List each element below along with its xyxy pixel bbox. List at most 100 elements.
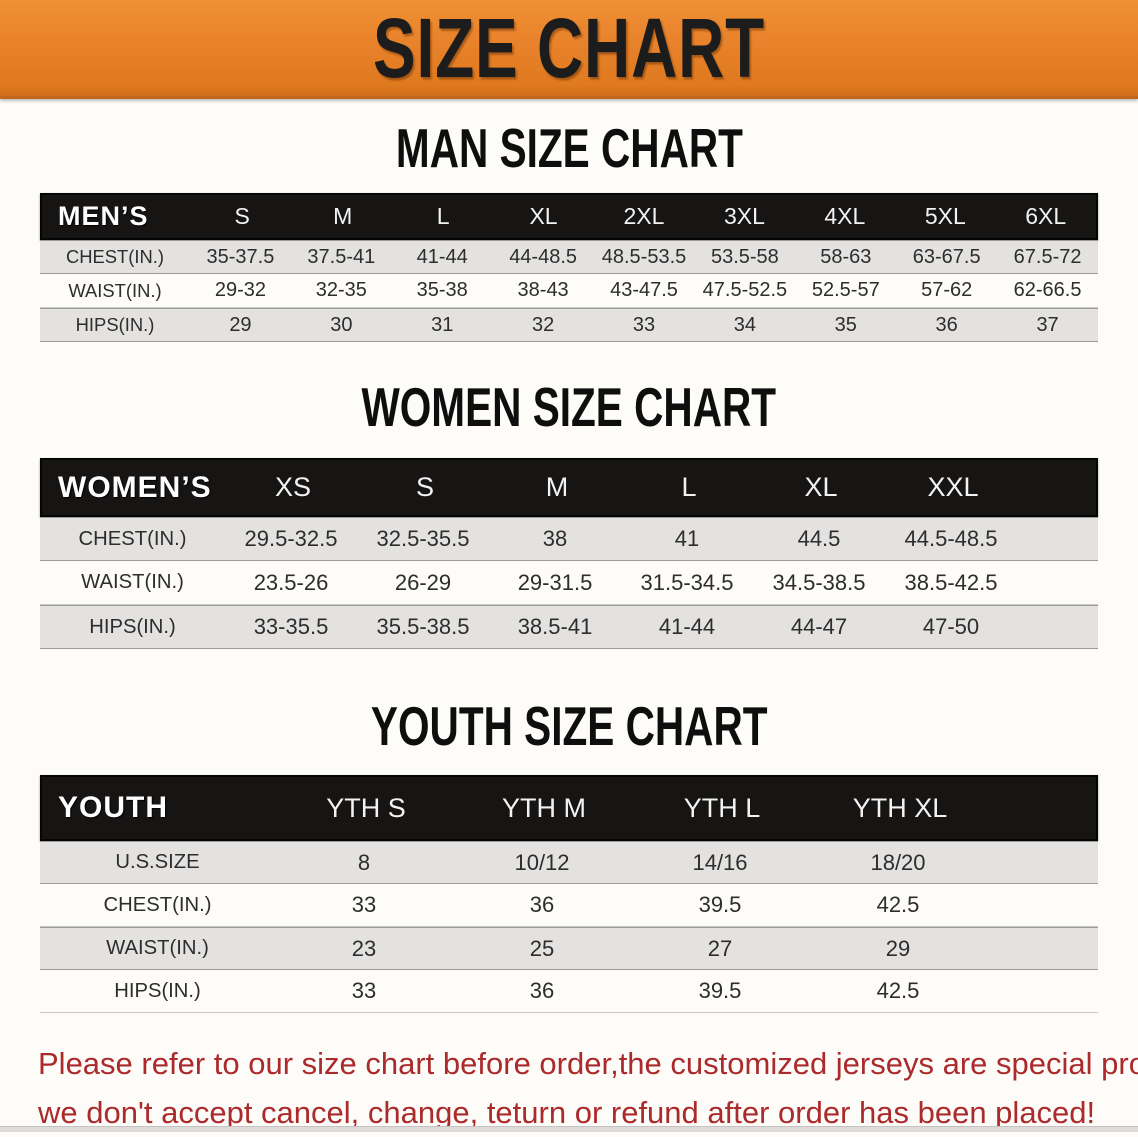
- men-column-header-8: 6XL: [1025, 203, 1067, 229]
- men-column-header-4: 2XL: [623, 203, 665, 229]
- men-cell-0-7: 63-67.5: [912, 245, 981, 268]
- men-table-header: MEN’S S M L XL 2XL 3XL 4XL 5XL 6XL: [40, 193, 1098, 240]
- men-cell-0-1: 37.5-41: [307, 245, 376, 268]
- row-label: WAIST(IN.): [68, 279, 162, 301]
- women-cell-1-4: 34.5-38.5: [772, 569, 866, 595]
- women-cell-2-0: 33-35.5: [253, 614, 329, 639]
- section-youth: YOUTH SIZE CHART YOUTH YTH S YTH M YTH L YTH …: [0, 649, 1138, 1013]
- youth-cell-1-1: 36: [529, 892, 555, 917]
- men-cell-1-3: 38-43: [517, 279, 569, 301]
- women-cell-2-5: 47-50: [922, 614, 980, 639]
- men-cell-0-3: 44-48.5: [509, 245, 578, 268]
- youth-cell-3-1: 36: [529, 978, 555, 1003]
- women-table-row-0: CHEST(IN.) 29.5-32.5 32.5-35.5 38 41 44.5 44.5…: [40, 517, 1098, 561]
- section-women: WOMEN SIZE CHART WOMEN’S XS S M L XL XXL CHEST(I…: [0, 342, 1138, 649]
- youth-column-header-0: YTH S: [326, 792, 406, 823]
- section-men: MAN SIZE CHART MEN’S S M L XL 2XL 3XL 4XL 5XL 6XL C…: [0, 99, 1138, 342]
- youth-header-label: YOUTH: [58, 791, 168, 824]
- row-label: HIPS(IN.): [114, 979, 201, 1002]
- youth-table-row-3: HIPS(IN.) 33 36 39.5 42.5: [40, 970, 1098, 1013]
- women-table-row-2: HIPS(IN.) 33-35.5 35.5-38.5 38.5-41 41-44 44-…: [40, 605, 1098, 649]
- youth-cell-2-0: 23: [351, 935, 377, 961]
- women-column-header-3: L: [681, 472, 697, 502]
- men-cell-1-4: 43-47.5: [610, 279, 678, 301]
- men-cell-0-6: 58-63: [820, 245, 872, 268]
- men-cell-2-7: 36: [935, 313, 958, 336]
- men-column-header-0: S: [234, 203, 250, 229]
- section-title-youth: YOUTH SIZE CHART: [0, 649, 1138, 758]
- youth-table-row-2: WAIST(IN.) 23 25 27 29: [40, 927, 1098, 970]
- women-cell-1-5: 38.5-42.5: [904, 569, 998, 595]
- row-label: CHEST(IN.): [103, 893, 212, 916]
- men-table-row-0: CHEST(IN.) 35-37.5 37.5-41 41-44 44-48.5 48.5…: [40, 240, 1098, 274]
- youth-table-row-0: U.S.SIZE 8 10/12 14/16 18/20: [40, 841, 1098, 884]
- women-column-header-0: XS: [274, 472, 312, 502]
- youth-cell-3-2: 39.5: [698, 978, 742, 1003]
- section-title-women: WOMEN SIZE CHART: [0, 342, 1138, 439]
- row-label: CHEST(IN.): [65, 246, 165, 267]
- men-column-header-2: L: [436, 203, 450, 229]
- row-label: U.S.SIZE: [115, 851, 200, 873]
- men-cell-0-0: 35-37.5: [206, 245, 275, 268]
- women-cell-0-3: 41: [674, 526, 700, 551]
- women-size-table: WOMEN’S XS S M L XL XXL CHEST(IN.) 29.5-32.5 32.5…: [40, 458, 1098, 649]
- men-cell-0-2: 41-44: [416, 245, 468, 268]
- men-cell-1-5: 47.5-52.5: [702, 279, 788, 301]
- men-cell-0-8: 67.5-72: [1013, 245, 1082, 268]
- youth-cell-0-3: 18/20: [870, 849, 926, 875]
- youth-table-header: YOUTH YTH S YTH M YTH L YTH XL: [40, 775, 1098, 841]
- youth-cell-2-3: 29: [885, 935, 911, 961]
- women-cell-0-0: 29.5-32.5: [244, 526, 338, 551]
- youth-cell-1-3: 42.5: [876, 892, 920, 917]
- men-header-label: MEN’S: [58, 201, 149, 231]
- men-column-header-5: 3XL: [723, 203, 765, 229]
- youth-table-row-1: CHEST(IN.) 33 36 39.5 42.5: [40, 884, 1098, 927]
- women-cell-2-2: 38.5-41: [517, 614, 593, 639]
- section-title-text: MAN SIZE CHART: [395, 118, 743, 180]
- men-cell-0-5: 53.5-58: [710, 245, 779, 268]
- women-cell-2-3: 41-44: [658, 614, 716, 639]
- women-cell-1-1: 26-29: [394, 569, 452, 595]
- women-cell-0-4: 44.5: [797, 526, 841, 551]
- men-cell-2-0: 29: [229, 313, 252, 336]
- youth-cell-0-2: 14/16: [692, 849, 748, 875]
- men-cell-1-6: 52.5-57: [811, 279, 880, 301]
- youth-cell-2-1: 25: [529, 935, 555, 961]
- youth-cell-1-2: 39.5: [698, 892, 742, 917]
- men-cell-2-6: 35: [834, 313, 857, 336]
- men-cell-2-1: 30: [330, 313, 353, 336]
- banner-title: SIZE CHART: [373, 0, 765, 96]
- women-cell-1-2: 29-31.5: [517, 569, 593, 595]
- section-title-text: WOMEN SIZE CHART: [361, 377, 777, 439]
- men-cell-1-0: 29-32: [214, 279, 267, 301]
- youth-size-table: YOUTH YTH S YTH M YTH L YTH XL U.S.SIZE 8 10/12…: [40, 775, 1098, 1013]
- footer-notice: Please refer to our size chart before or…: [38, 1039, 1138, 1137]
- youth-column-header-3: YTH XL: [852, 792, 948, 823]
- notice-line-1: Please refer to our size chart before or…: [38, 1046, 1138, 1081]
- banner: SIZE CHART: [0, 0, 1138, 99]
- row-label: CHEST(IN.): [78, 527, 187, 550]
- youth-cell-3-0: 33: [351, 978, 377, 1003]
- women-cell-0-1: 32.5-35.5: [376, 526, 470, 551]
- women-cell-2-4: 44-47: [790, 614, 848, 639]
- men-column-header-3: XL: [529, 203, 558, 229]
- women-column-header-2: M: [545, 472, 569, 502]
- men-cell-2-4: 33: [632, 313, 656, 336]
- men-cell-0-4: 48.5-53.5: [601, 245, 687, 268]
- row-label: HIPS(IN.): [75, 314, 155, 335]
- section-title-text: YOUTH SIZE CHART: [370, 696, 768, 758]
- men-cell-2-5: 34: [733, 313, 757, 336]
- size-chart-sections: MAN SIZE CHART MEN’S S M L XL 2XL 3XL 4XL 5XL 6XL C…: [0, 99, 1138, 1013]
- row-label: HIPS(IN.): [89, 615, 176, 638]
- row-label: WAIST(IN.): [106, 937, 209, 959]
- section-title-men: MAN SIZE CHART: [0, 99, 1138, 180]
- men-cell-1-2: 35-38: [416, 279, 468, 301]
- women-table-header: WOMEN’S XS S M L XL XXL: [40, 458, 1098, 517]
- men-cell-2-3: 32: [531, 313, 555, 336]
- men-table-row-2: HIPS(IN.) 29 30 31 32 33 34 35 36 37: [40, 308, 1098, 342]
- youth-column-header-1: YTH M: [502, 792, 586, 823]
- women-table-row-1: WAIST(IN.) 23.5-26 26-29 29-31.5 31.5-34.5 34…: [40, 561, 1098, 605]
- bottom-strip: [0, 1126, 1138, 1132]
- youth-cell-2-2: 27: [707, 935, 733, 961]
